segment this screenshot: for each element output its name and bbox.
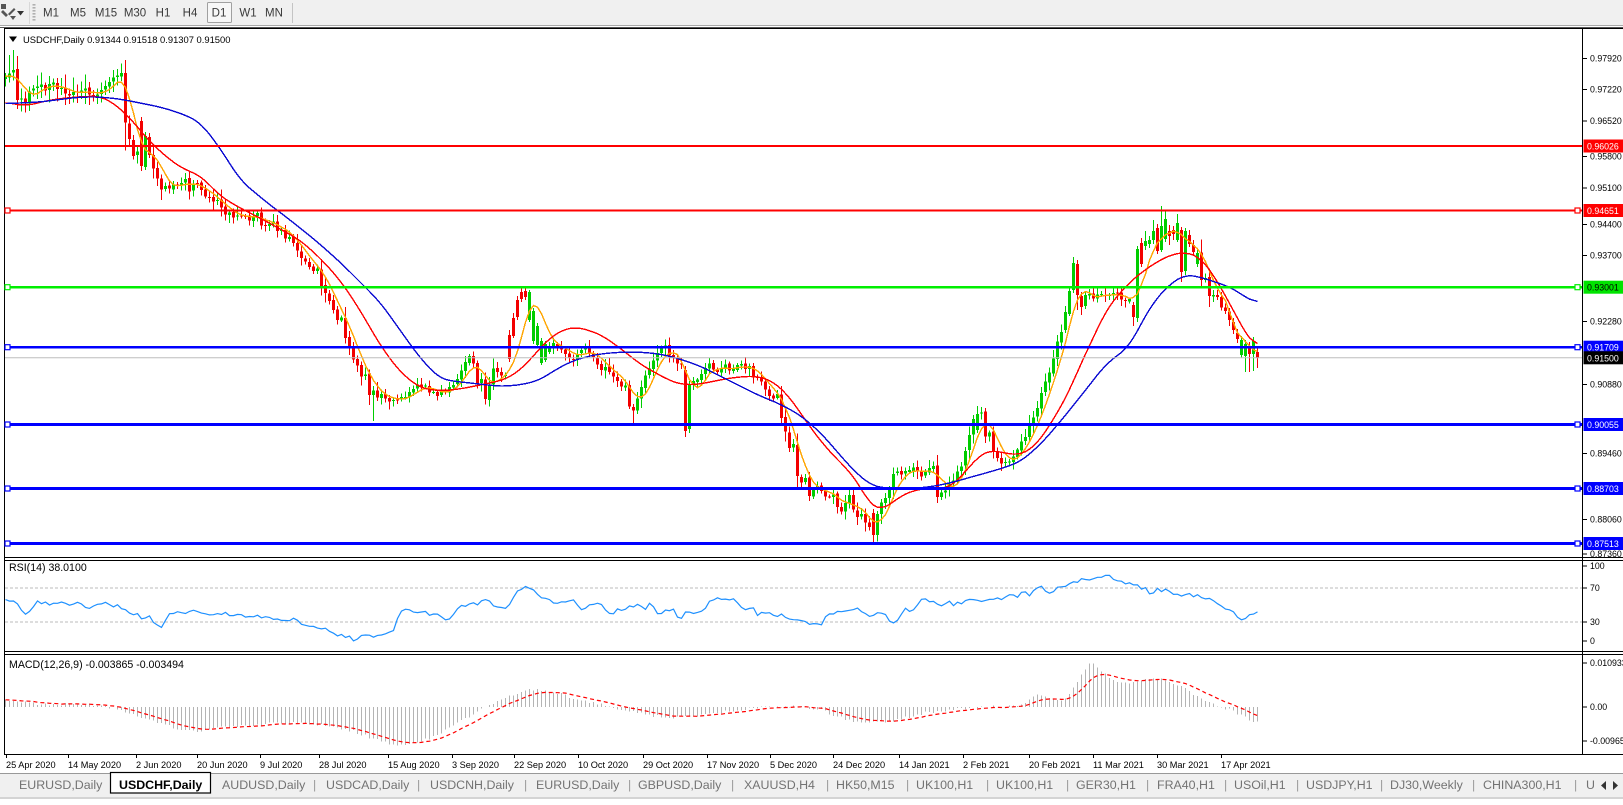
svg-text:EURUSD,Daily: EURUSD,Daily bbox=[19, 778, 103, 792]
svg-text:10 Oct 2020: 10 Oct 2020 bbox=[578, 760, 628, 770]
svg-text:M15: M15 bbox=[95, 8, 117, 20]
svg-text:0.87360: 0.87360 bbox=[1590, 549, 1622, 559]
svg-text:30: 30 bbox=[1590, 617, 1600, 627]
svg-text:0.97920: 0.97920 bbox=[1590, 54, 1622, 64]
svg-text:5 Dec 2020: 5 Dec 2020 bbox=[770, 760, 817, 770]
svg-text:|: | bbox=[628, 778, 631, 792]
svg-text:USDCAD,Daily: USDCAD,Daily bbox=[326, 778, 410, 792]
svg-text:0.96520: 0.96520 bbox=[1590, 116, 1622, 126]
svg-text:15 Aug 2020: 15 Aug 2020 bbox=[388, 760, 440, 770]
svg-text:0.92280: 0.92280 bbox=[1590, 317, 1622, 327]
svg-text:|: | bbox=[731, 778, 734, 792]
svg-text:14 May 2020: 14 May 2020 bbox=[68, 760, 121, 770]
svg-text:3 Sep 2020: 3 Sep 2020 bbox=[452, 760, 499, 770]
svg-text:28 Jul 2020: 28 Jul 2020 bbox=[319, 760, 367, 770]
svg-text:0.97220: 0.97220 bbox=[1590, 85, 1622, 95]
svg-text:W1: W1 bbox=[239, 8, 256, 20]
svg-text:9 Jul 2020: 9 Jul 2020 bbox=[260, 760, 302, 770]
svg-text:11 Mar 2021: 11 Mar 2021 bbox=[1093, 760, 1144, 770]
svg-text:0.91709: 0.91709 bbox=[1587, 343, 1619, 353]
svg-text:22 Sep 2020: 22 Sep 2020 bbox=[514, 760, 566, 770]
svg-text:17 Apr 2021: 17 Apr 2021 bbox=[1221, 760, 1271, 770]
svg-text:17 Nov 2020: 17 Nov 2020 bbox=[707, 760, 759, 770]
svg-text:29 Oct 2020: 29 Oct 2020 bbox=[643, 760, 693, 770]
svg-text:70: 70 bbox=[1590, 583, 1600, 593]
svg-text:USDCHF,Daily 0.91344 0.91518: USDCHF,Daily 0.91344 0.91518 0.91307 0.9… bbox=[23, 34, 230, 45]
svg-text:D1: D1 bbox=[212, 8, 227, 20]
svg-text:GER30,H1: GER30,H1 bbox=[1076, 778, 1136, 792]
svg-text:30 Mar 2021: 30 Mar 2021 bbox=[1157, 760, 1209, 770]
svg-text:0.93700: 0.93700 bbox=[1590, 251, 1622, 261]
svg-text:MN: MN bbox=[265, 8, 283, 20]
svg-text:0.89460: 0.89460 bbox=[1590, 449, 1622, 459]
svg-text:USOil,H1: USOil,H1 bbox=[1234, 778, 1286, 792]
svg-text:14 Jan 2021: 14 Jan 2021 bbox=[899, 760, 950, 770]
svg-text:H1: H1 bbox=[156, 8, 171, 20]
svg-text:|: | bbox=[1146, 778, 1149, 792]
svg-text:0.88703: 0.88703 bbox=[1587, 484, 1619, 494]
svg-text:|: | bbox=[313, 778, 316, 792]
svg-text:20 Feb 2021: 20 Feb 2021 bbox=[1029, 760, 1081, 770]
svg-text:XAUUSD,H4: XAUUSD,H4 bbox=[744, 778, 815, 792]
svg-text:0: 0 bbox=[1590, 636, 1595, 646]
svg-text:AUDUSD,Daily: AUDUSD,Daily bbox=[222, 778, 306, 792]
svg-text:0.94400: 0.94400 bbox=[1590, 220, 1622, 230]
svg-text:FRA40,H1: FRA40,H1 bbox=[1157, 778, 1215, 792]
svg-text:HK50,M15: HK50,M15 bbox=[836, 778, 895, 792]
svg-text:100: 100 bbox=[1590, 561, 1605, 571]
svg-text:USDCHF,Daily: USDCHF,Daily bbox=[119, 778, 202, 792]
svg-text:CHINA300,H1: CHINA300,H1 bbox=[1483, 778, 1562, 792]
svg-text:0.91500: 0.91500 bbox=[1587, 353, 1619, 363]
svg-text:0.010933: 0.010933 bbox=[1590, 658, 1623, 668]
svg-text:USDCNH,Daily: USDCNH,Daily bbox=[430, 778, 515, 792]
svg-text:DJ30,Weekly: DJ30,Weekly bbox=[1390, 778, 1464, 792]
svg-text:-0.009651: -0.009651 bbox=[1590, 736, 1623, 746]
svg-text:0.95800: 0.95800 bbox=[1590, 152, 1622, 162]
svg-text:|: | bbox=[524, 778, 527, 792]
svg-text:EURUSD,Daily: EURUSD,Daily bbox=[536, 778, 620, 792]
svg-text:|: | bbox=[1472, 778, 1475, 792]
svg-text:M30: M30 bbox=[124, 8, 146, 20]
svg-text:0.88060: 0.88060 bbox=[1590, 515, 1622, 525]
svg-text:0.90880: 0.90880 bbox=[1590, 380, 1622, 390]
svg-text:USDJPY,H1: USDJPY,H1 bbox=[1306, 778, 1373, 792]
svg-text:MACD(12,26,9) -0.003865 -0.003: MACD(12,26,9) -0.003865 -0.003494 bbox=[9, 659, 184, 671]
svg-text:|: | bbox=[1066, 778, 1069, 792]
svg-text:|: | bbox=[986, 778, 989, 792]
svg-text:0.96026: 0.96026 bbox=[1587, 142, 1619, 152]
svg-text:GBPUSD,Daily: GBPUSD,Daily bbox=[638, 778, 722, 792]
svg-text:RSI(14) 38.0100: RSI(14) 38.0100 bbox=[9, 562, 87, 574]
svg-text:|: | bbox=[1224, 778, 1227, 792]
svg-text:0.94651: 0.94651 bbox=[1587, 206, 1619, 216]
svg-text:0.93001: 0.93001 bbox=[1587, 283, 1619, 293]
svg-text:|: | bbox=[1574, 778, 1577, 792]
svg-text:0.95100: 0.95100 bbox=[1590, 183, 1622, 193]
svg-text:0.00: 0.00 bbox=[1590, 702, 1607, 712]
svg-text:25 Apr 2020: 25 Apr 2020 bbox=[6, 760, 56, 770]
svg-text:|: | bbox=[1296, 778, 1299, 792]
svg-text:|: | bbox=[417, 778, 420, 792]
svg-text:|: | bbox=[1380, 778, 1383, 792]
svg-text:|: | bbox=[826, 778, 829, 792]
svg-text:0.90055: 0.90055 bbox=[1587, 420, 1619, 430]
svg-text:20 Jun 2020: 20 Jun 2020 bbox=[197, 760, 248, 770]
svg-text:U: U bbox=[1586, 778, 1595, 792]
svg-text:|: | bbox=[906, 778, 909, 792]
svg-text:UK100,H1: UK100,H1 bbox=[996, 778, 1053, 792]
svg-text:M5: M5 bbox=[70, 8, 86, 20]
svg-text:2 Feb 2021: 2 Feb 2021 bbox=[963, 760, 1010, 770]
svg-text:24 Dec 2020: 24 Dec 2020 bbox=[833, 760, 885, 770]
svg-text:UK100,H1: UK100,H1 bbox=[916, 778, 973, 792]
svg-text:H4: H4 bbox=[183, 8, 198, 20]
svg-text:2 Jun 2020: 2 Jun 2020 bbox=[136, 760, 181, 770]
svg-text:M1: M1 bbox=[43, 8, 59, 20]
svg-text:0.87513: 0.87513 bbox=[1587, 539, 1619, 549]
